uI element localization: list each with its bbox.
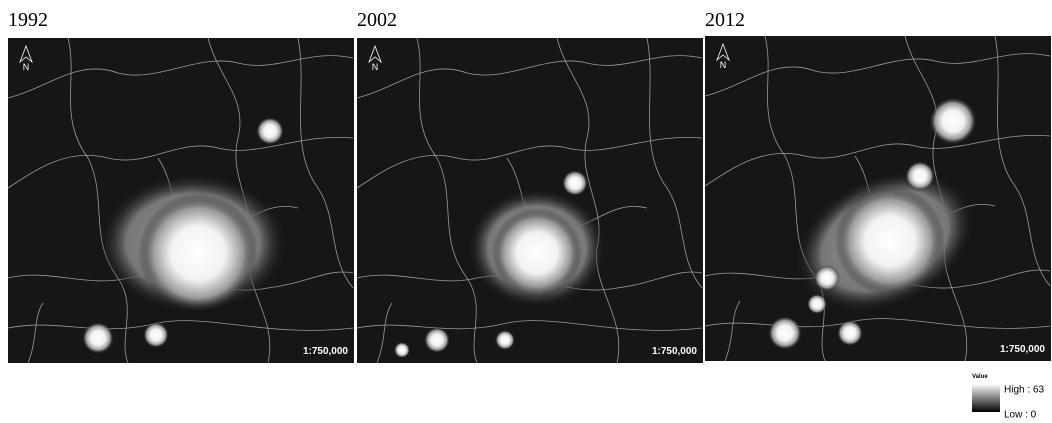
legend-ramp <box>972 384 1000 412</box>
north-arrow: N <box>372 62 379 72</box>
year-label: 2002 <box>357 9 397 31</box>
year-label: 2012 <box>705 9 745 31</box>
scale-label: 1:750,000 <box>1000 344 1045 355</box>
legend: Value High : 63 Low : 0 <box>972 374 1044 421</box>
map-panel: N 1:750,000 <box>704 35 1051 362</box>
north-arrow: N <box>720 60 727 70</box>
map-panel: N 1:750,000 <box>7 37 354 364</box>
legend-high: High : 63 <box>1004 385 1044 396</box>
north-arrow: N <box>23 62 30 72</box>
map-panel: N 1:750,000 <box>356 37 703 364</box>
legend-title: Value <box>972 374 988 380</box>
scale-label: 1:750,000 <box>303 346 348 357</box>
year-label: 1992 <box>8 9 48 31</box>
legend-low: Low : 0 <box>1004 410 1037 421</box>
scale-label: 1:750,000 <box>652 346 697 357</box>
